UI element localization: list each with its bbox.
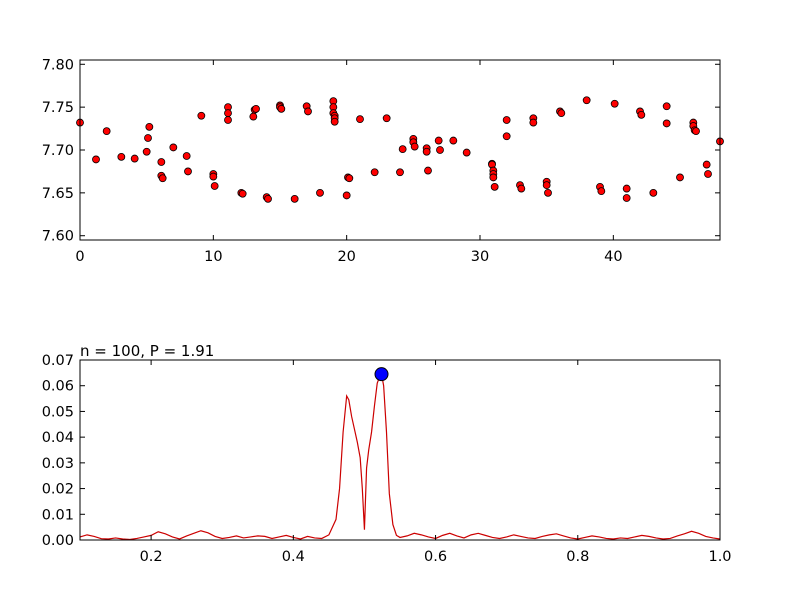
data-point [396, 168, 404, 177]
data-point [145, 122, 154, 131]
data-point [422, 147, 431, 156]
scatter-x-tick-label: 40 [604, 249, 622, 265]
data-point [398, 145, 407, 154]
data-point [117, 152, 126, 161]
data-point [502, 132, 511, 141]
data-point [702, 160, 711, 169]
periodogram-y-tick-label: 0.07 [42, 353, 74, 369]
periodogram-x-tick-label: 0.2 [140, 549, 163, 565]
periodogram-chart: n = 100, P = 1.91 0.2 0.4 0.6 0.8 1.0 0.000.… [42, 342, 732, 565]
scatter-x-tick-label: 30 [471, 249, 489, 265]
data-point [277, 104, 286, 113]
data-point [449, 136, 458, 145]
data-point [304, 107, 312, 116]
scatter-x-ticks: 0 10 20 30 40 [75, 60, 623, 265]
scatter-x-tick-label: 20 [337, 249, 355, 265]
data-point [224, 116, 232, 124]
periodogram-title: n = 100, P = 1.91 [80, 342, 214, 360]
data-point [210, 182, 219, 190]
data-point [489, 173, 498, 182]
data-point [662, 102, 671, 111]
data-point [517, 184, 526, 193]
data-point [238, 189, 247, 198]
data-point [158, 174, 167, 183]
peak-marker [374, 367, 389, 382]
data-point [462, 148, 471, 157]
periodogram-y-tick-label: 0.06 [42, 379, 74, 395]
data-point [542, 181, 551, 190]
data-point [424, 166, 432, 175]
data-point [662, 119, 671, 128]
data-point [382, 114, 391, 123]
data-point [264, 194, 272, 203]
periodogram-y-tick-label: 0.05 [42, 404, 74, 420]
data-point [197, 111, 206, 120]
data-point [676, 173, 684, 182]
periodogram-y-tick-label: 0.02 [42, 482, 74, 498]
data-point [434, 136, 443, 145]
data-point [622, 184, 631, 193]
data-point [436, 146, 444, 154]
periodogram-plot-area [80, 360, 720, 540]
data-point [356, 115, 364, 124]
data-point [342, 191, 351, 200]
data-point [316, 188, 324, 197]
data-point [502, 116, 511, 124]
data-point [410, 142, 419, 151]
data-point [370, 168, 379, 177]
scatter-x-tick-label: 0 [75, 249, 84, 265]
data-point [622, 194, 631, 202]
data-point [157, 158, 166, 166]
data-point [169, 143, 178, 152]
periodogram-y-tick-label: 0.03 [42, 456, 74, 472]
data-point [142, 147, 151, 156]
data-point [330, 117, 339, 126]
periodogram-x-tick-label: 1.0 [708, 549, 731, 565]
data-point [637, 110, 646, 119]
periodogram-x-ticks: 0.2 0.4 0.6 0.8 1.0 [140, 360, 732, 565]
scatter-y-tick-label: 7.60 [42, 229, 74, 245]
data-point [224, 109, 232, 118]
data-point [209, 172, 218, 181]
periodogram-axes-frame [79, 359, 721, 541]
data-point [490, 182, 499, 191]
data-point [144, 134, 152, 142]
data-point [130, 154, 139, 163]
data-point [544, 188, 552, 197]
data-point [582, 96, 591, 105]
scatter-y-tick-label: 7.80 [42, 57, 74, 73]
data-point [345, 174, 354, 183]
periodogram-y-tick-label: 0.01 [42, 507, 74, 523]
scatter-y-tick-label: 7.65 [42, 186, 74, 202]
periodogram-y-tick-label: 0.00 [42, 533, 74, 549]
scatter-chart: 0 10 20 30 40 7.60 7.65 7.70 7.75 7.80 [42, 57, 724, 265]
data-point [529, 118, 538, 127]
scatter-y-tick-label: 7.75 [42, 100, 74, 116]
scatter-y-ticks: 7.60 7.65 7.70 7.75 7.80 [42, 57, 720, 245]
data-point [249, 112, 258, 121]
data-point [692, 127, 700, 136]
periodogram-x-tick-label: 0.6 [424, 549, 447, 565]
scatter-y-tick-label: 7.70 [42, 143, 74, 159]
data-point [290, 194, 299, 203]
data-point [597, 187, 606, 196]
data-point [704, 170, 712, 178]
periodogram-x-tick-label: 0.4 [282, 549, 305, 565]
periodogram-y-ticks: 0.00 0.01 0.02 0.03 0.04 0.05 0.06 0.07 [42, 353, 720, 549]
periodogram-y-tick-label: 0.04 [42, 430, 74, 446]
data-point [649, 188, 658, 197]
scatter-points [76, 96, 724, 203]
data-point [252, 104, 260, 113]
data-point [557, 109, 566, 118]
data-point [610, 99, 619, 108]
data-point [102, 127, 111, 136]
data-point [184, 167, 192, 176]
data-point [182, 152, 191, 160]
data-point [92, 155, 100, 164]
scatter-x-tick-label: 10 [204, 249, 222, 265]
periodogram-x-tick-label: 0.8 [566, 549, 589, 565]
